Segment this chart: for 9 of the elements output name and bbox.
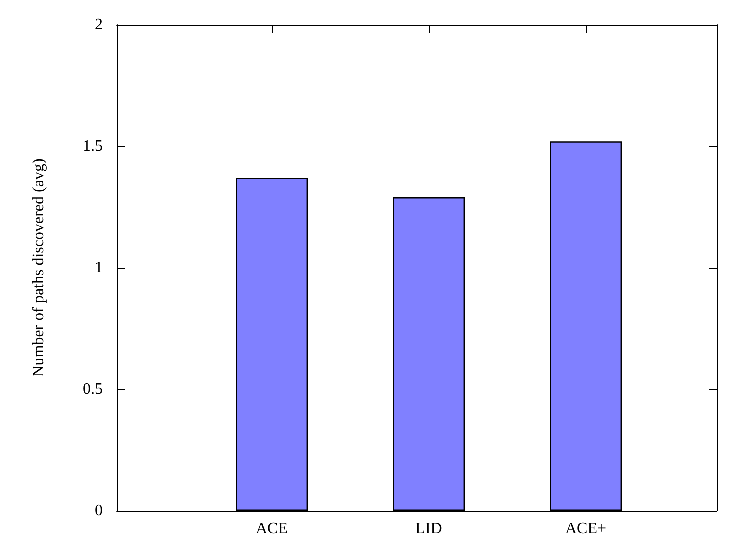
- y-tick-label: 2: [95, 16, 103, 34]
- y-tick-label: 1: [95, 260, 103, 276]
- x-tick-label: ACE: [256, 520, 288, 538]
- x-tick-label: ACE+: [565, 520, 607, 538]
- x-tick-label: LID: [416, 520, 442, 538]
- y-tick-label: 1.5: [83, 138, 103, 155]
- y-axis-title: Number of paths discovered (avg): [30, 158, 48, 378]
- y-tick-label: 0: [95, 502, 103, 520]
- y-tick-label: 0.5: [83, 381, 103, 398]
